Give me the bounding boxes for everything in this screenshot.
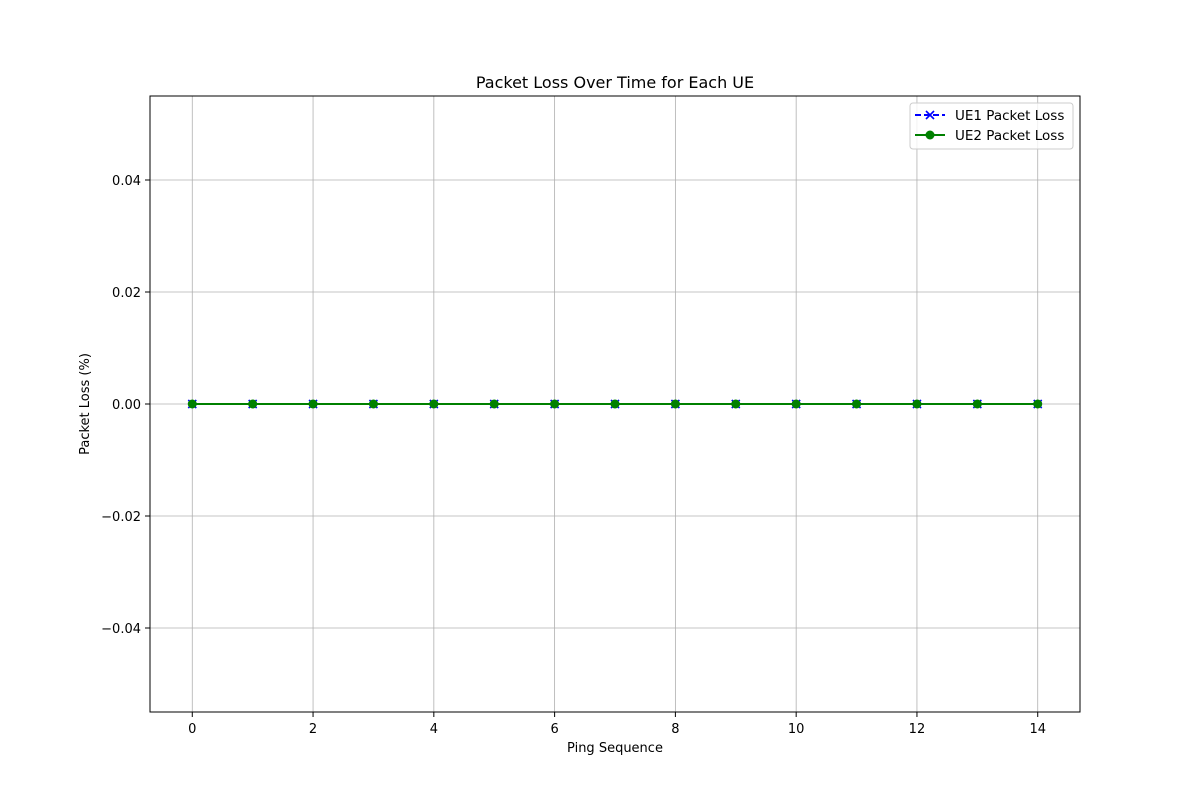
y-axis-label: Packet Loss (%) xyxy=(78,353,93,455)
data-point-2 xyxy=(610,399,620,409)
legend-box xyxy=(909,102,1074,150)
data-point-2 xyxy=(308,399,318,409)
x-tick-label: 4 xyxy=(430,722,438,737)
data-point-2 xyxy=(912,399,922,409)
data-point-2 xyxy=(852,399,862,409)
y-tick-label: 0.02 xyxy=(112,286,141,301)
x-tick-label: 0 xyxy=(188,722,196,737)
x-tick-label: 2 xyxy=(309,722,317,737)
data-point-2 xyxy=(489,399,499,409)
data-point-2 xyxy=(187,399,197,409)
legend-ue1-label: UE1 Packet Loss xyxy=(955,108,1064,124)
x-tick-label: 8 xyxy=(671,722,679,737)
y-tick-label: −0.04 xyxy=(101,622,141,637)
data-point-2 xyxy=(791,399,801,409)
legend-ue2-marker xyxy=(925,130,935,140)
data-point-2 xyxy=(1033,399,1043,409)
series-layer xyxy=(187,399,1043,409)
x-tick-label: 10 xyxy=(788,722,805,737)
data-point-2 xyxy=(248,399,258,409)
data-point-2 xyxy=(429,399,439,409)
data-point-2 xyxy=(972,399,982,409)
y-tick-label: −0.02 xyxy=(101,510,141,525)
legend-ue1-marker xyxy=(925,110,935,120)
data-point-2 xyxy=(670,399,680,409)
legend: UE1 Packet Loss UE2 Packet Loss xyxy=(909,102,1074,150)
chart-title: Packet Loss Over Time for Each UE xyxy=(476,73,754,92)
axis-ticks: 0 2 4 6 8 10 12 14 −0.04 −0.02 0.00 0.02 0.04 xyxy=(101,174,1046,737)
x-tick-label: 12 xyxy=(909,722,926,737)
legend-ue2-label: UE2 Packet Loss xyxy=(955,128,1064,144)
y-tick-label: 0.00 xyxy=(112,398,141,413)
y-tick-label: 0.04 xyxy=(112,174,141,189)
x-axis-label: Ping Sequence xyxy=(567,741,663,756)
data-point-2 xyxy=(368,399,378,409)
data-point-2 xyxy=(731,399,741,409)
x-tick-label: 6 xyxy=(550,722,558,737)
x-tick-label: 14 xyxy=(1029,722,1046,737)
data-point-2 xyxy=(550,399,560,409)
